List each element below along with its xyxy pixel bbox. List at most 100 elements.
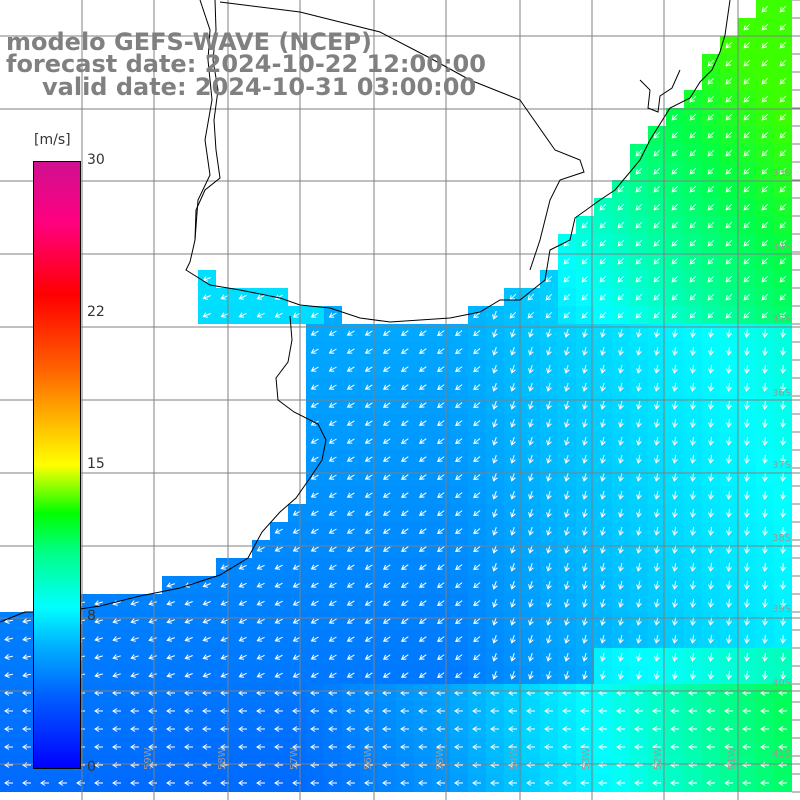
wind-arrow <box>418 474 427 480</box>
wind-arrow <box>726 364 732 374</box>
wind-arrow <box>726 382 732 392</box>
wind-arrow <box>599 221 607 229</box>
wind-arrow <box>346 636 355 642</box>
wind-arrow <box>600 454 606 464</box>
wind-arrow <box>725 221 733 229</box>
wind-arrow <box>708 562 714 572</box>
wind-arrow <box>328 618 337 624</box>
wind-arrow <box>528 437 534 446</box>
wind-arrow <box>437 402 445 408</box>
wind-arrow <box>346 510 355 516</box>
wind-arrow <box>760 780 769 786</box>
wind-arrow <box>690 671 696 680</box>
wind-arrow <box>184 600 193 606</box>
wind-arrow <box>743 59 751 67</box>
wind-arrow <box>220 312 229 318</box>
wind-arrow <box>743 41 751 49</box>
wind-arrow <box>400 582 409 588</box>
wind-arrow <box>617 311 625 319</box>
wind-arrow <box>635 239 643 247</box>
wind-arrow <box>582 526 588 536</box>
wind-arrow <box>618 562 624 572</box>
wind-arrow <box>437 330 445 336</box>
wind-arrow <box>564 472 570 482</box>
wind-arrow <box>22 762 31 768</box>
wind-arrow <box>634 744 643 750</box>
wind-arrow <box>762 508 768 518</box>
wind-arrow <box>672 437 678 446</box>
wind-arrow <box>238 762 247 768</box>
wind-arrow <box>382 402 391 408</box>
wind-arrow <box>130 744 139 750</box>
wind-arrow <box>600 346 606 356</box>
wind-arrow <box>599 203 607 211</box>
wind-arrow <box>582 436 588 446</box>
wind-arrow <box>418 762 427 768</box>
wind-arrow <box>528 509 534 518</box>
wind-arrow <box>418 654 427 660</box>
wind-arrow <box>582 652 588 662</box>
wind-arrow <box>707 293 715 301</box>
wind-arrow <box>545 311 553 319</box>
wind-arrow <box>780 364 786 374</box>
wind-arrow <box>473 438 481 445</box>
wind-arrow <box>274 564 283 570</box>
wind-arrow <box>364 402 373 408</box>
wind-arrow <box>274 618 283 624</box>
wind-arrow <box>490 708 499 714</box>
wind-arrow <box>617 275 625 283</box>
wind-arrow <box>130 780 139 786</box>
wind-arrow <box>635 167 643 175</box>
wind-arrow <box>437 600 445 606</box>
wind-arrow <box>726 562 732 572</box>
wind-arrow <box>328 582 337 588</box>
wind-arrow <box>454 762 463 768</box>
wind-arrow <box>743 131 751 139</box>
wind-arrow <box>436 708 445 714</box>
wind-arrow <box>455 510 463 516</box>
wind-arrow <box>455 474 463 480</box>
wind-arrow <box>382 600 391 606</box>
wind-arrow <box>382 672 391 678</box>
wind-arrow <box>202 654 211 660</box>
wind-arrow <box>418 456 427 462</box>
wind-arrow <box>437 456 445 462</box>
wind-arrow <box>437 366 445 372</box>
wind-arrow <box>690 599 696 608</box>
wind-arrow <box>346 600 355 606</box>
wind-arrow <box>652 780 661 786</box>
wind-arrow <box>437 510 445 516</box>
wind-arrow <box>670 726 679 732</box>
wind-arrow <box>22 708 31 714</box>
wind-arrow <box>653 311 661 319</box>
lon-label: 57W <box>289 747 300 770</box>
wind-arrow <box>726 580 732 590</box>
wind-arrow <box>112 708 121 714</box>
wind-arrow <box>508 762 517 768</box>
wind-arrow <box>761 185 769 193</box>
wind-arrow <box>455 348 463 354</box>
wind-arrow <box>726 598 732 608</box>
wind-arrow <box>526 708 535 714</box>
wind-arrow <box>4 654 13 660</box>
wind-arrow <box>600 328 606 338</box>
wind-arrow <box>528 653 534 662</box>
wind-arrow <box>690 581 696 590</box>
wind-arrow <box>761 113 769 121</box>
wind-arrow <box>418 348 427 354</box>
wind-arrow <box>726 436 732 446</box>
wind-arrow <box>400 456 409 462</box>
wind-arrow <box>599 293 607 301</box>
wind-arrow <box>564 598 570 608</box>
wind-arrow <box>292 510 301 516</box>
wind-arrow <box>761 239 769 247</box>
wind-arrow <box>654 436 660 446</box>
wind-arrow <box>654 382 660 392</box>
wind-arrow <box>148 708 157 714</box>
wind-arrow <box>618 472 624 482</box>
colorbar-tick-22: 22 <box>87 304 105 320</box>
wind-arrow <box>382 330 391 336</box>
wind-arrow <box>526 744 535 750</box>
wind-arrow <box>310 654 319 660</box>
wind-arrow <box>546 473 552 482</box>
